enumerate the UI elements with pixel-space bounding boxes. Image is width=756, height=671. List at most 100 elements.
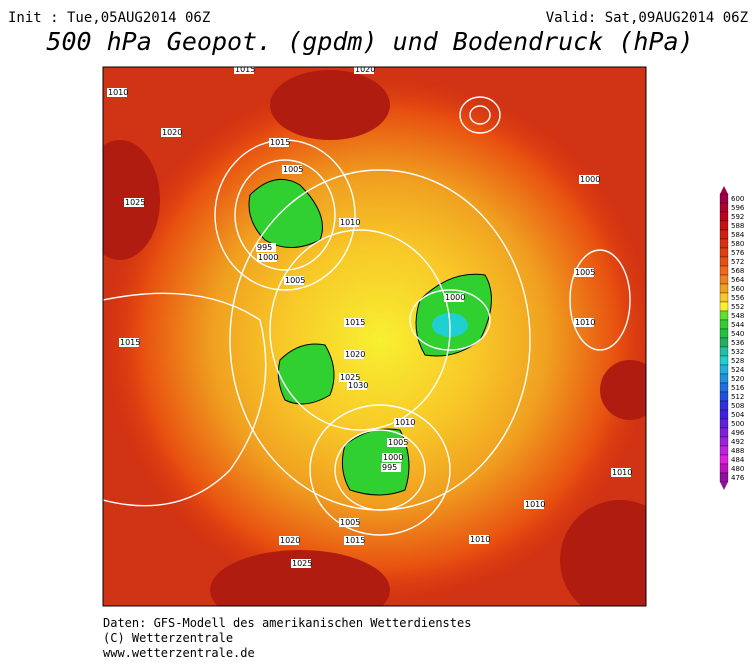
colorbar-swatch xyxy=(719,454,729,465)
init-time: Init : Tue,05AUG2014 06Z xyxy=(8,10,210,26)
colorbar-label: 544 xyxy=(731,321,745,329)
colorbar-swatch xyxy=(719,238,729,249)
isobar-label: 995 xyxy=(382,463,397,472)
isobar-label-bg xyxy=(382,453,402,462)
isobar-label: 1000 xyxy=(383,453,403,462)
colorbar-swatch xyxy=(719,418,729,429)
isobar-label: 1010 xyxy=(395,418,415,427)
colorbar-label: 548 xyxy=(731,312,744,320)
colorbar-swatch xyxy=(719,229,729,240)
isobar-label: 1015 xyxy=(345,536,365,545)
colorbar-label: 556 xyxy=(731,294,745,302)
colorbar-swatch xyxy=(719,427,729,438)
isobar-label: 1005 xyxy=(575,268,595,277)
map-frame xyxy=(102,66,647,607)
isobar-label: 1010 xyxy=(612,468,632,477)
isobar-label-bg xyxy=(344,350,364,359)
isobar-label: 1010 xyxy=(340,218,360,227)
isobar-label-bg xyxy=(282,165,302,174)
isobar-label: 1010 xyxy=(525,500,545,509)
colorbar-swatch xyxy=(719,265,729,276)
colorbar-swatch xyxy=(719,436,729,447)
colorbar-label: 520 xyxy=(731,375,744,383)
isobar-label-bg xyxy=(387,438,407,447)
isobar-label: 1000 xyxy=(580,175,600,184)
colorbar-label: 584 xyxy=(731,231,745,239)
colorbar-swatch xyxy=(719,202,729,213)
isobar-label: 1005 xyxy=(340,518,360,527)
footer-line: Daten: GFS-Modell des amerikanischen Wet… xyxy=(103,616,471,630)
colorbar-arrow xyxy=(720,186,728,194)
colorbar-label: 552 xyxy=(731,303,744,311)
colorbar-swatch xyxy=(719,193,729,204)
colorbar-swatch xyxy=(719,373,729,384)
isobar-label-bg xyxy=(279,536,299,545)
isobar-labels: 1015 102010101020102510151005995100010051… xyxy=(107,65,632,568)
colorbar-swatch xyxy=(719,301,729,312)
colorbar-swatch xyxy=(719,211,729,222)
isobar-label: 1015 xyxy=(345,318,365,327)
isobar-label-bg xyxy=(444,293,464,302)
isobar-label-bg xyxy=(381,463,401,472)
colorbar-label: 596 xyxy=(731,204,745,212)
isobar-label-bg xyxy=(256,243,276,252)
isobar-label-bg xyxy=(524,500,544,509)
isobar-label: 1015 xyxy=(120,338,140,347)
isobar-label-bg xyxy=(354,67,374,74)
valid-time: Valid: Sat,09AUG2014 06Z xyxy=(546,10,748,26)
map-title: 500 hPa Geopot. (gpdm) und Bodendruck (h… xyxy=(46,27,693,56)
colorbar-swatch xyxy=(719,346,729,357)
isobar-label-bg xyxy=(579,175,599,184)
colorbar-label: 524 xyxy=(731,366,745,374)
isobar-label-bg xyxy=(339,373,359,382)
colorbar-label: 484 xyxy=(731,456,745,464)
colorbar-arrow xyxy=(720,482,728,490)
colorbar-label: 592 xyxy=(731,213,744,221)
colorbar-swatch xyxy=(719,283,729,294)
colorbar-swatch xyxy=(719,382,729,393)
colorbar-label: 532 xyxy=(731,348,744,356)
isobar-label: 1020 xyxy=(355,65,375,74)
colorbar-swatch xyxy=(719,310,729,321)
colorbar-label: 496 xyxy=(731,429,745,437)
colorbar-swatch xyxy=(719,364,729,375)
isobar-label-bg xyxy=(291,559,311,568)
footer-line: (C) Wetterzentrale xyxy=(103,631,233,645)
isobar-label-bg xyxy=(269,138,289,147)
colorbar-swatch xyxy=(719,247,729,258)
colorbar-label: 476 xyxy=(731,474,745,482)
colorbar-label: 540 xyxy=(731,330,744,338)
isobar-label-bg xyxy=(339,218,359,227)
colorbar-label: 572 xyxy=(731,258,744,266)
colorbar-label: 576 xyxy=(731,249,745,257)
colorbar-swatch xyxy=(719,337,729,348)
isobar-label-bg xyxy=(394,418,414,427)
colorbar-label: 512 xyxy=(731,393,744,401)
isobar-label-bg xyxy=(124,198,144,207)
isobar-label-bg xyxy=(339,518,359,527)
isobar-label: 1025 xyxy=(292,559,312,568)
isobar-label-bg xyxy=(257,253,277,262)
colorbar-swatch xyxy=(719,391,729,402)
colorbar-label: 536 xyxy=(731,339,745,347)
colorbar-swatch xyxy=(719,355,729,366)
colorbar: 6005965925885845805765725685645605565525… xyxy=(719,186,745,490)
isobar-label: 1030 xyxy=(348,381,368,390)
isobar-label-bg xyxy=(347,381,367,390)
colorbar-swatch xyxy=(719,328,729,339)
isobar-label-bg xyxy=(344,318,364,327)
isobar-label: 1005 xyxy=(388,438,408,447)
isobar-label: 1010 xyxy=(470,535,490,544)
footer-line: www.wetterzentrale.de xyxy=(103,646,255,660)
isobar-label-bg xyxy=(469,535,489,544)
colorbar-label: 528 xyxy=(731,357,744,365)
colorbar-label: 488 xyxy=(731,447,744,455)
isobar-label: 1005 xyxy=(285,276,305,285)
isobar-label-bg xyxy=(119,338,139,347)
colorbar-label: 568 xyxy=(731,267,744,275)
colorbar-swatch xyxy=(719,220,729,231)
isobar-label: 1000 xyxy=(445,293,465,302)
colorbar-swatch xyxy=(719,274,729,285)
colorbar-label: 508 xyxy=(731,402,744,410)
